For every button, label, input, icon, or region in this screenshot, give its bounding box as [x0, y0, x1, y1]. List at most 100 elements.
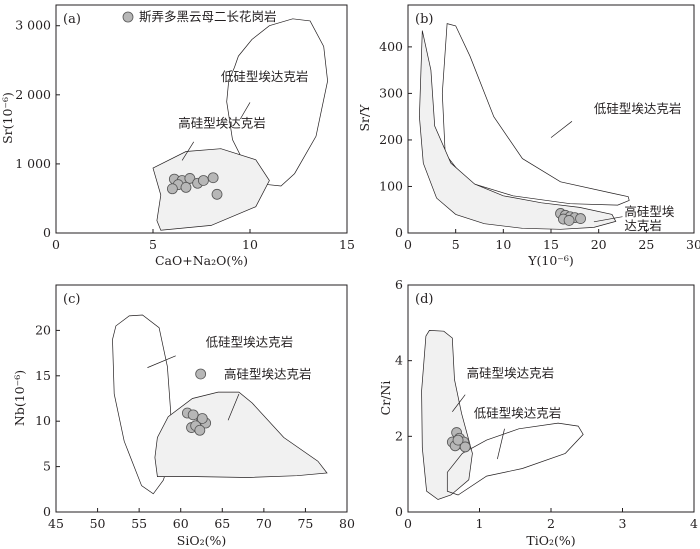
y-axis-label-d: Cr/Ni: [378, 381, 393, 416]
y-tick-label-a: 1 000: [15, 156, 51, 171]
field-label-b-1: 高硅型埃: [624, 204, 675, 219]
y-axis-label-a: Sr(10⁻⁶): [0, 92, 15, 144]
data-point-d: [452, 434, 464, 446]
field-a-0: [226, 18, 328, 187]
plot-frame-a: [55, 4, 348, 234]
x-tick-label-a: 5: [149, 237, 157, 252]
x-tick-label-c: 75: [297, 516, 313, 531]
field-c-1: [154, 391, 328, 478]
y-tick-label-d: 0: [395, 504, 403, 519]
data-point-a: [198, 175, 209, 186]
panel-label-b: (b): [415, 12, 433, 27]
field-leader-b-1: [593, 216, 623, 223]
x-tick-label-d: 4: [690, 516, 698, 531]
x-axis-label-b: Y(10⁻⁶): [527, 253, 574, 268]
y-tick-label-b: 200: [379, 132, 403, 147]
y-axis-label-c: Nb(10⁻⁶): [12, 370, 27, 426]
panel-label-d: (d): [415, 292, 433, 307]
y-tick-label-b: 0: [395, 225, 403, 240]
x-tick-label-d: 2: [547, 516, 555, 531]
x-tick-label-d: 1: [476, 516, 484, 531]
x-tick-label-c: 45: [48, 516, 64, 531]
field-label-c-1: 高硅型埃达克岩: [224, 367, 312, 382]
x-tick-label-b: 0: [404, 237, 412, 252]
field-d-1: [446, 422, 584, 496]
legend: 斯弄多黑云母二长花岗岩: [122, 9, 277, 24]
x-tick-label-c: 55: [131, 516, 147, 531]
field-leader-d-0: [452, 394, 466, 412]
y-tick-label-b: 300: [379, 85, 403, 100]
field-label-b-1: 达克岩: [624, 218, 662, 233]
field-label-a-0: 低硅型埃达克岩: [221, 69, 309, 84]
y-tick-label-b: 400: [379, 39, 403, 54]
field-leader-a-0: [239, 102, 251, 120]
x-tick-label-b: 5: [452, 237, 460, 252]
data-point-a: [184, 173, 196, 184]
field-label-d-1: 低硅型埃达克岩: [474, 405, 562, 420]
field-leader-d-1: [497, 428, 505, 460]
x-tick-label-b: 20: [591, 237, 607, 252]
x-tick-label-a: 10: [242, 237, 258, 252]
data-point-c: [196, 413, 208, 424]
data-point-a: [207, 172, 219, 184]
plot-frame-c: [55, 284, 348, 513]
x-tick-label-c: 70: [256, 516, 272, 531]
panel-label-c: (c): [63, 292, 80, 307]
x-tick-label-a: 0: [52, 237, 60, 252]
y-tick-label-a: 0: [43, 225, 51, 240]
y-tick-label-d: 2: [395, 428, 403, 443]
data-point-b: [563, 215, 575, 226]
field-leader-c-0: [147, 355, 176, 368]
x-tick-label-d: 3: [619, 516, 627, 531]
y-tick-label-a: 3 000: [15, 18, 51, 33]
x-tick-label-b: 10: [495, 237, 511, 252]
x-tick-label-d: 0: [404, 516, 412, 531]
x-tick-label-c: 80: [339, 516, 355, 531]
y-tick-label-b: 100: [379, 178, 403, 193]
x-tick-label-b: 25: [638, 237, 654, 252]
panel-label-a: (a): [63, 12, 81, 27]
field-a-1: [152, 148, 270, 231]
x-tick-label-c: 60: [173, 516, 189, 531]
data-point-c: [187, 409, 199, 421]
field-label-d-0: 高硅型埃达克岩: [467, 366, 555, 381]
field-label-a-1: 高硅型埃达克岩: [178, 115, 266, 130]
data-point-b: [575, 213, 586, 224]
y-tick-label-c: 20: [35, 322, 51, 337]
x-tick-label-c: 50: [90, 516, 106, 531]
field-leader-a-1: [181, 141, 195, 161]
x-axis-label-c: SiO₂(%): [177, 533, 226, 548]
x-tick-label-b: 15: [543, 237, 559, 252]
x-tick-label-b: 30: [686, 237, 700, 252]
data-point-c: [195, 368, 207, 380]
data-point-a: [166, 183, 178, 195]
y-axis-label-b: Sr/Y: [357, 104, 372, 132]
x-axis-label-a: CaO+Na₂O(%): [155, 253, 248, 268]
field-b-1: [419, 30, 617, 230]
field-leader-c-1: [227, 393, 240, 421]
y-tick-label-c: 15: [35, 368, 51, 383]
x-tick-label-a: 15: [339, 237, 355, 252]
y-tick-label-c: 5: [43, 459, 51, 474]
legend-label: 斯弄多黑云母二长花岗岩: [139, 9, 277, 24]
x-axis-label-d: TiO₂(%): [526, 533, 575, 548]
x-tick-label-c: 65: [214, 516, 230, 531]
legend-marker: [122, 11, 134, 23]
y-tick-label-a: 2 000: [15, 87, 51, 102]
data-point-c: [194, 424, 206, 436]
field-label-b-0: 低硅型埃达克岩: [594, 101, 682, 116]
data-point-d: [459, 441, 471, 453]
y-tick-label-c: 10: [35, 413, 51, 428]
y-tick-label-c: 0: [43, 504, 51, 519]
field-leader-b-0: [550, 121, 573, 138]
data-point-a: [180, 181, 192, 193]
y-tick-label-d: 6: [395, 277, 403, 292]
y-tick-label-d: 4: [395, 353, 403, 368]
field-label-c-0: 低硅型埃达克岩: [206, 335, 294, 350]
data-point-a: [211, 188, 223, 200]
